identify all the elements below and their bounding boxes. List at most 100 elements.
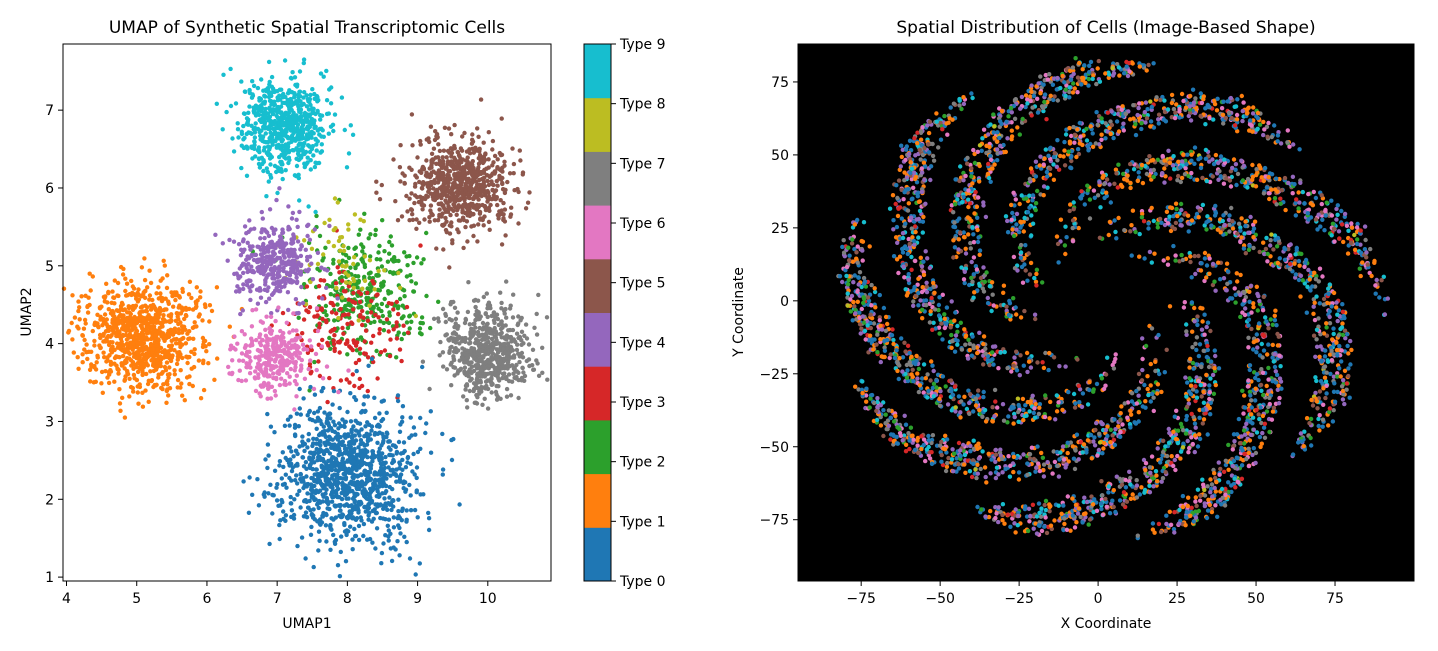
umap-point xyxy=(321,74,326,79)
umap-point xyxy=(476,222,481,227)
umap-point xyxy=(346,368,351,373)
umap-point xyxy=(178,368,183,373)
umap-point xyxy=(428,409,433,414)
umap-point xyxy=(315,502,320,507)
umap-point xyxy=(480,402,485,407)
umap-point xyxy=(398,422,403,427)
umap-point xyxy=(372,319,377,324)
umap-point xyxy=(401,486,406,491)
umap-point xyxy=(232,271,237,277)
umap-point xyxy=(481,175,487,180)
umap-point xyxy=(300,300,306,306)
umap-point xyxy=(282,423,288,428)
umap-point xyxy=(273,339,278,344)
umap-point xyxy=(289,449,294,454)
umap-point xyxy=(277,382,283,388)
umap-point xyxy=(351,290,356,296)
umap-point xyxy=(189,349,194,354)
umap-point xyxy=(484,291,489,296)
umap-point xyxy=(244,282,250,288)
umap-point xyxy=(112,347,117,353)
umap-point xyxy=(249,284,254,289)
umap-point xyxy=(279,285,284,290)
umap-point xyxy=(443,311,448,317)
umap-point xyxy=(462,336,467,341)
umap-point xyxy=(352,383,357,389)
umap-point xyxy=(469,326,474,332)
umap-point xyxy=(267,207,273,212)
umap-point xyxy=(119,339,124,344)
umap-point xyxy=(293,478,298,483)
umap-point xyxy=(267,254,272,259)
umap-point xyxy=(268,314,274,319)
umap-point xyxy=(444,367,450,372)
umap-point xyxy=(420,364,425,370)
umap-point xyxy=(295,255,300,260)
umap-point xyxy=(256,375,261,380)
umap-point xyxy=(411,425,417,430)
umap-point xyxy=(258,383,263,388)
umap-point xyxy=(443,319,448,325)
umap-point xyxy=(369,284,374,290)
umap-point xyxy=(376,494,381,499)
umap-point xyxy=(351,276,356,281)
umap-point xyxy=(526,342,532,347)
umap-point xyxy=(476,161,482,166)
umap-point xyxy=(320,483,325,489)
umap-point xyxy=(388,531,393,536)
umap-point xyxy=(241,286,246,292)
umap-point xyxy=(356,357,362,363)
umap-point xyxy=(275,242,280,247)
umap-point xyxy=(340,278,345,283)
umap-point xyxy=(396,270,401,276)
umap-point xyxy=(452,338,458,343)
umap-point xyxy=(325,448,330,454)
umap-point xyxy=(377,503,382,508)
umap-point xyxy=(320,499,326,504)
umap-point xyxy=(330,473,335,478)
umap-point xyxy=(154,343,159,348)
umap-point xyxy=(323,303,329,309)
umap-point xyxy=(504,394,510,399)
umap-point xyxy=(245,240,250,245)
umap-point xyxy=(333,435,339,440)
umap-point xyxy=(313,497,318,502)
umap-point xyxy=(390,460,395,466)
umap-point xyxy=(243,378,249,383)
umap-point xyxy=(321,278,327,283)
umap-point xyxy=(489,357,495,362)
umap-point xyxy=(436,172,442,177)
umap-point xyxy=(381,469,386,474)
umap-point xyxy=(407,482,412,488)
umap-point xyxy=(378,350,384,355)
umap-point xyxy=(271,371,276,376)
umap-point xyxy=(162,263,167,268)
umap-point xyxy=(356,537,362,543)
umap-point xyxy=(266,59,272,65)
umap-point xyxy=(270,511,275,516)
umap-point xyxy=(297,335,303,340)
umap-point xyxy=(437,212,442,218)
umap-point xyxy=(379,465,384,470)
umap-point xyxy=(256,244,262,250)
umap-point xyxy=(324,68,329,74)
umap-point xyxy=(485,371,490,377)
umap-point xyxy=(369,356,375,361)
umap-point xyxy=(233,101,239,106)
umap-point xyxy=(334,311,339,316)
umap-point xyxy=(331,128,336,134)
umap-point xyxy=(512,188,517,193)
umap-point xyxy=(477,182,482,187)
umap-point xyxy=(431,316,437,321)
umap-point xyxy=(504,315,509,320)
umap-point xyxy=(338,549,343,555)
umap-point xyxy=(227,237,232,243)
umap-point xyxy=(342,312,348,317)
umap-point xyxy=(443,333,448,338)
umap-point xyxy=(379,550,385,556)
umap-point xyxy=(317,405,323,411)
umap-point xyxy=(373,546,378,551)
umap-point xyxy=(448,212,453,218)
umap-point xyxy=(121,343,126,348)
umap-point xyxy=(335,296,340,301)
